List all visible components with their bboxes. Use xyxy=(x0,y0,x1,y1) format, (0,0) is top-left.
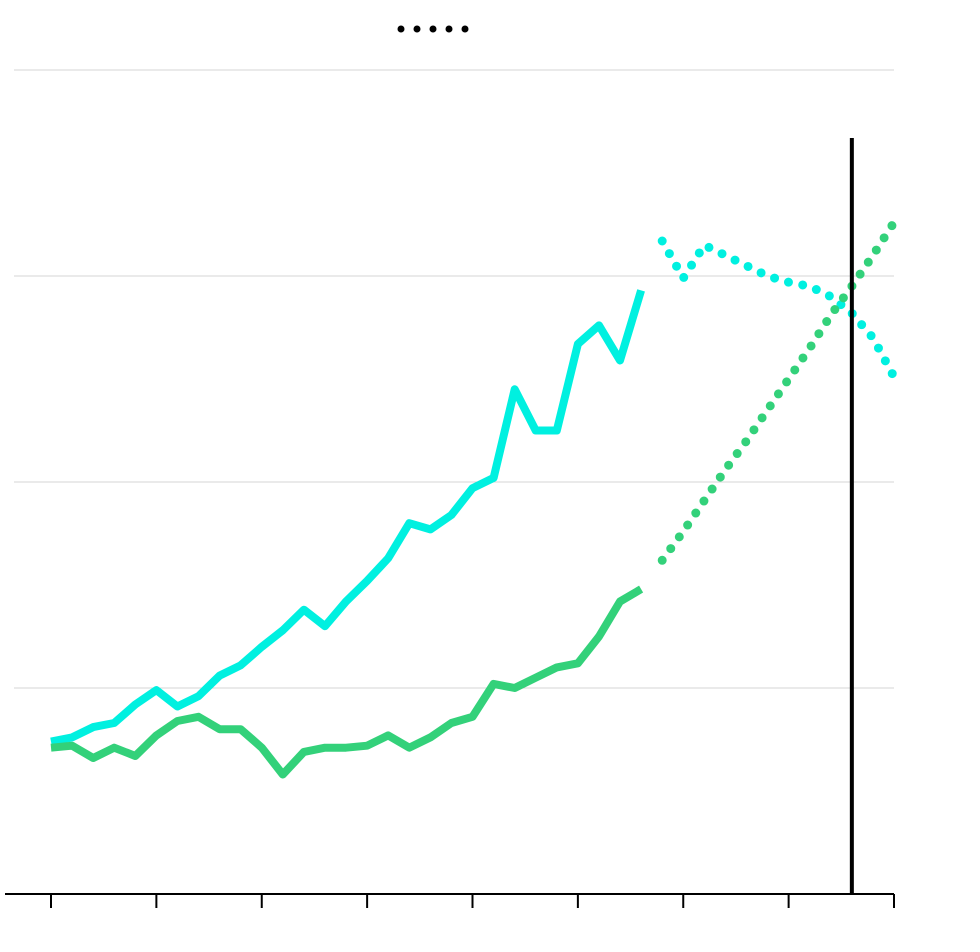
top-dots xyxy=(397,25,469,33)
projection-line xyxy=(657,217,899,565)
line xyxy=(50,585,644,779)
line xyxy=(50,289,645,746)
projection-line xyxy=(657,236,899,382)
